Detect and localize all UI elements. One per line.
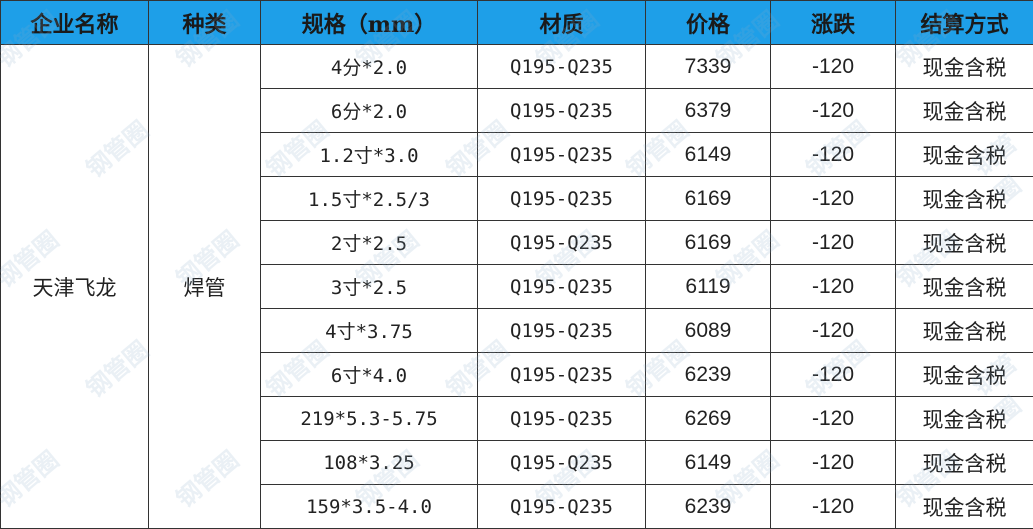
spec-cell: 159*3.5-4.0	[260, 484, 478, 529]
table-row: 4寸*3.75 Q195-Q235 6089 -120 现金含税	[1, 308, 1033, 353]
change-cell: -120	[770, 484, 896, 529]
price-cell: 6169	[645, 220, 771, 265]
material-cell: Q195-Q235	[477, 396, 646, 441]
kind-cell: 焊管	[148, 44, 261, 529]
material-cell: Q195-Q235	[477, 220, 646, 265]
change-cell: -120	[770, 176, 896, 221]
settlement-cell: 现金含税	[895, 352, 1033, 397]
material-cell: Q195-Q235	[477, 132, 646, 177]
spec-cell: 3寸*2.5	[260, 264, 478, 309]
settlement-cell: 现金含税	[895, 88, 1033, 133]
table-row: 1.5寸*2.5/3 Q195-Q235 6169 -120 现金含税	[1, 176, 1033, 221]
header-cell: 规格（mm）	[260, 0, 478, 45]
change-cell: -120	[770, 220, 896, 265]
price-cell: 7339	[645, 44, 771, 89]
change-cell: -120	[770, 264, 896, 309]
material-cell: Q195-Q235	[477, 484, 646, 529]
change-cell: -120	[770, 396, 896, 441]
price-cell: 6379	[645, 88, 771, 133]
change-cell: -120	[770, 88, 896, 133]
company-cell: 天津飞龙	[0, 44, 149, 529]
spec-cell: 1.5寸*2.5/3	[260, 176, 478, 221]
price-cell: 6119	[645, 264, 771, 309]
price-cell: 6149	[645, 132, 771, 177]
table-row: 108*3.25 Q195-Q235 6149 -120 现金含税	[1, 440, 1033, 485]
settlement-cell: 现金含税	[895, 132, 1033, 177]
material-cell: Q195-Q235	[477, 308, 646, 353]
material-cell: Q195-Q235	[477, 264, 646, 309]
spec-cell: 6寸*4.0	[260, 352, 478, 397]
header-row: 企业名称 种类 规格（mm） 材质 价格 涨跌 结算方式	[0, 0, 1033, 45]
header-cell: 涨跌	[770, 0, 896, 45]
price-cell: 6239	[645, 484, 771, 529]
price-cell: 6239	[645, 352, 771, 397]
spec-cell: 1.2寸*3.0	[260, 132, 478, 177]
price-cell: 6149	[645, 440, 771, 485]
material-cell: Q195-Q235	[477, 352, 646, 397]
spec-cell: 4分*2.0	[260, 44, 478, 89]
table-row: 159*3.5-4.0 Q195-Q235 6239 -120 现金含税	[1, 484, 1033, 529]
spec-cell: 219*5.3-5.75	[260, 396, 478, 441]
table-row: 1.2寸*3.0 Q195-Q235 6149 -120 现金含税	[1, 132, 1033, 177]
table-row: 6分*2.0 Q195-Q235 6379 -120 现金含税	[1, 88, 1033, 133]
settlement-cell: 现金含税	[895, 440, 1033, 485]
settlement-cell: 现金含税	[895, 396, 1033, 441]
price-cell: 6169	[645, 176, 771, 221]
table-row: 3寸*2.5 Q195-Q235 6119 -120 现金含税	[1, 264, 1033, 309]
settlement-cell: 现金含税	[895, 264, 1033, 309]
change-cell: -120	[770, 440, 896, 485]
change-cell: -120	[770, 352, 896, 397]
material-cell: Q195-Q235	[477, 440, 646, 485]
spec-cell: 4寸*3.75	[260, 308, 478, 353]
settlement-cell: 现金含税	[895, 308, 1033, 353]
change-cell: -120	[770, 132, 896, 177]
table-row: 天津飞龙 焊管 4分*2.0 Q195-Q235 7339 -120 现金含税	[0, 44, 1033, 529]
table-row: 219*5.3-5.75 Q195-Q235 6269 -120 现金含税	[1, 396, 1033, 441]
settlement-cell: 现金含税	[895, 220, 1033, 265]
header-cell: 结算方式	[895, 0, 1033, 45]
header-cell: 价格	[645, 0, 771, 45]
spec-cell: 6分*2.0	[260, 88, 478, 133]
table-body: 天津飞龙 焊管 4分*2.0 Q195-Q235 7339 -120 现金含税 6分*2.0 Q…	[0, 44, 1033, 529]
spec-cell: 108*3.25	[260, 440, 478, 485]
change-cell: -120	[770, 44, 896, 89]
material-cell: Q195-Q235	[477, 88, 646, 133]
table-row: 6寸*4.0 Q195-Q235 6239 -120 现金含税	[1, 352, 1033, 397]
settlement-cell: 现金含税	[895, 176, 1033, 221]
material-cell: Q195-Q235	[477, 176, 646, 221]
settlement-cell: 现金含税	[895, 484, 1033, 529]
settlement-cell: 现金含税	[895, 44, 1033, 89]
price-cell: 6089	[645, 308, 771, 353]
material-cell: Q195-Q235	[477, 44, 646, 89]
change-cell: -120	[770, 308, 896, 353]
price-cell: 6269	[645, 396, 771, 441]
spec-cell: 2寸*2.5	[260, 220, 478, 265]
header-cell: 种类	[148, 0, 261, 45]
header-cell: 材质	[477, 0, 646, 45]
header-cell: 企业名称	[0, 0, 149, 45]
